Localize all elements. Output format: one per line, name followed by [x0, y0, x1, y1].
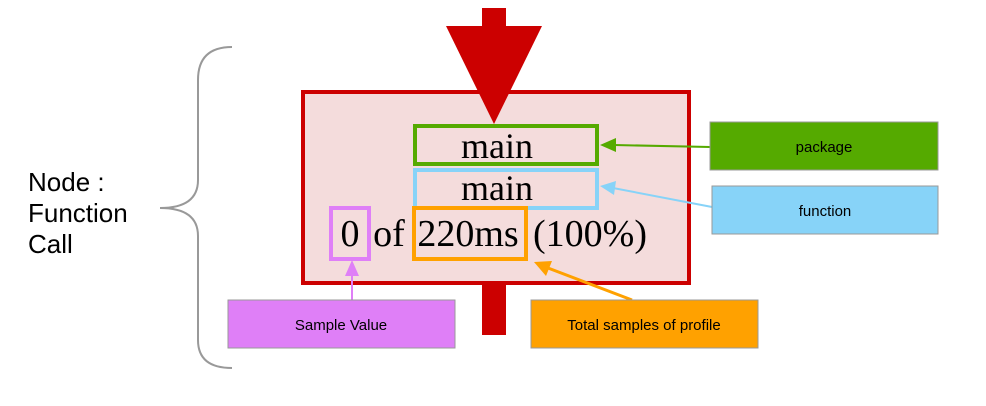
total-samples-text: 220ms [417, 213, 518, 255]
sample-value-callout-box [227, 299, 456, 349]
total-samples-arrow-line [547, 266, 633, 302]
package-highlight [413, 124, 599, 166]
total-samples-callout-box [530, 299, 759, 349]
incoming-edge-stem [482, 8, 506, 28]
function-label: main [461, 168, 533, 208]
function-callout-box [711, 185, 939, 235]
sample-value-highlight [329, 206, 371, 261]
percent-text: (100%) [533, 213, 647, 255]
package-callout-label: package [796, 139, 853, 156]
node-title-line-3: Call [28, 229, 73, 259]
outgoing-edge-stem [482, 283, 506, 335]
total-samples-highlight [412, 206, 528, 261]
function-arrowhead [600, 181, 616, 195]
package-arrowhead [600, 138, 616, 152]
package-arrow-line [613, 144, 711, 148]
of-text: of [373, 213, 405, 255]
package-callout-box [709, 121, 939, 171]
node-title-line-1: Node : [28, 167, 105, 197]
function-arrow-line [612, 187, 713, 208]
function-callout-label: function [799, 203, 852, 220]
node-title: Node : Function Call [28, 167, 135, 259]
node-title-line-2: Function [28, 198, 128, 228]
sample-value-callout-label: Sample Value [295, 317, 387, 334]
total-samples-callout-label: Total samples of profile [567, 317, 720, 334]
total-samples-arrowhead [534, 261, 552, 276]
curly-brace [159, 46, 233, 369]
package-label: main [461, 126, 533, 166]
sample-value-arrowhead [345, 260, 359, 276]
incoming-edge-arrowhead [446, 26, 542, 124]
sample-value-text: 0 [341, 213, 360, 255]
